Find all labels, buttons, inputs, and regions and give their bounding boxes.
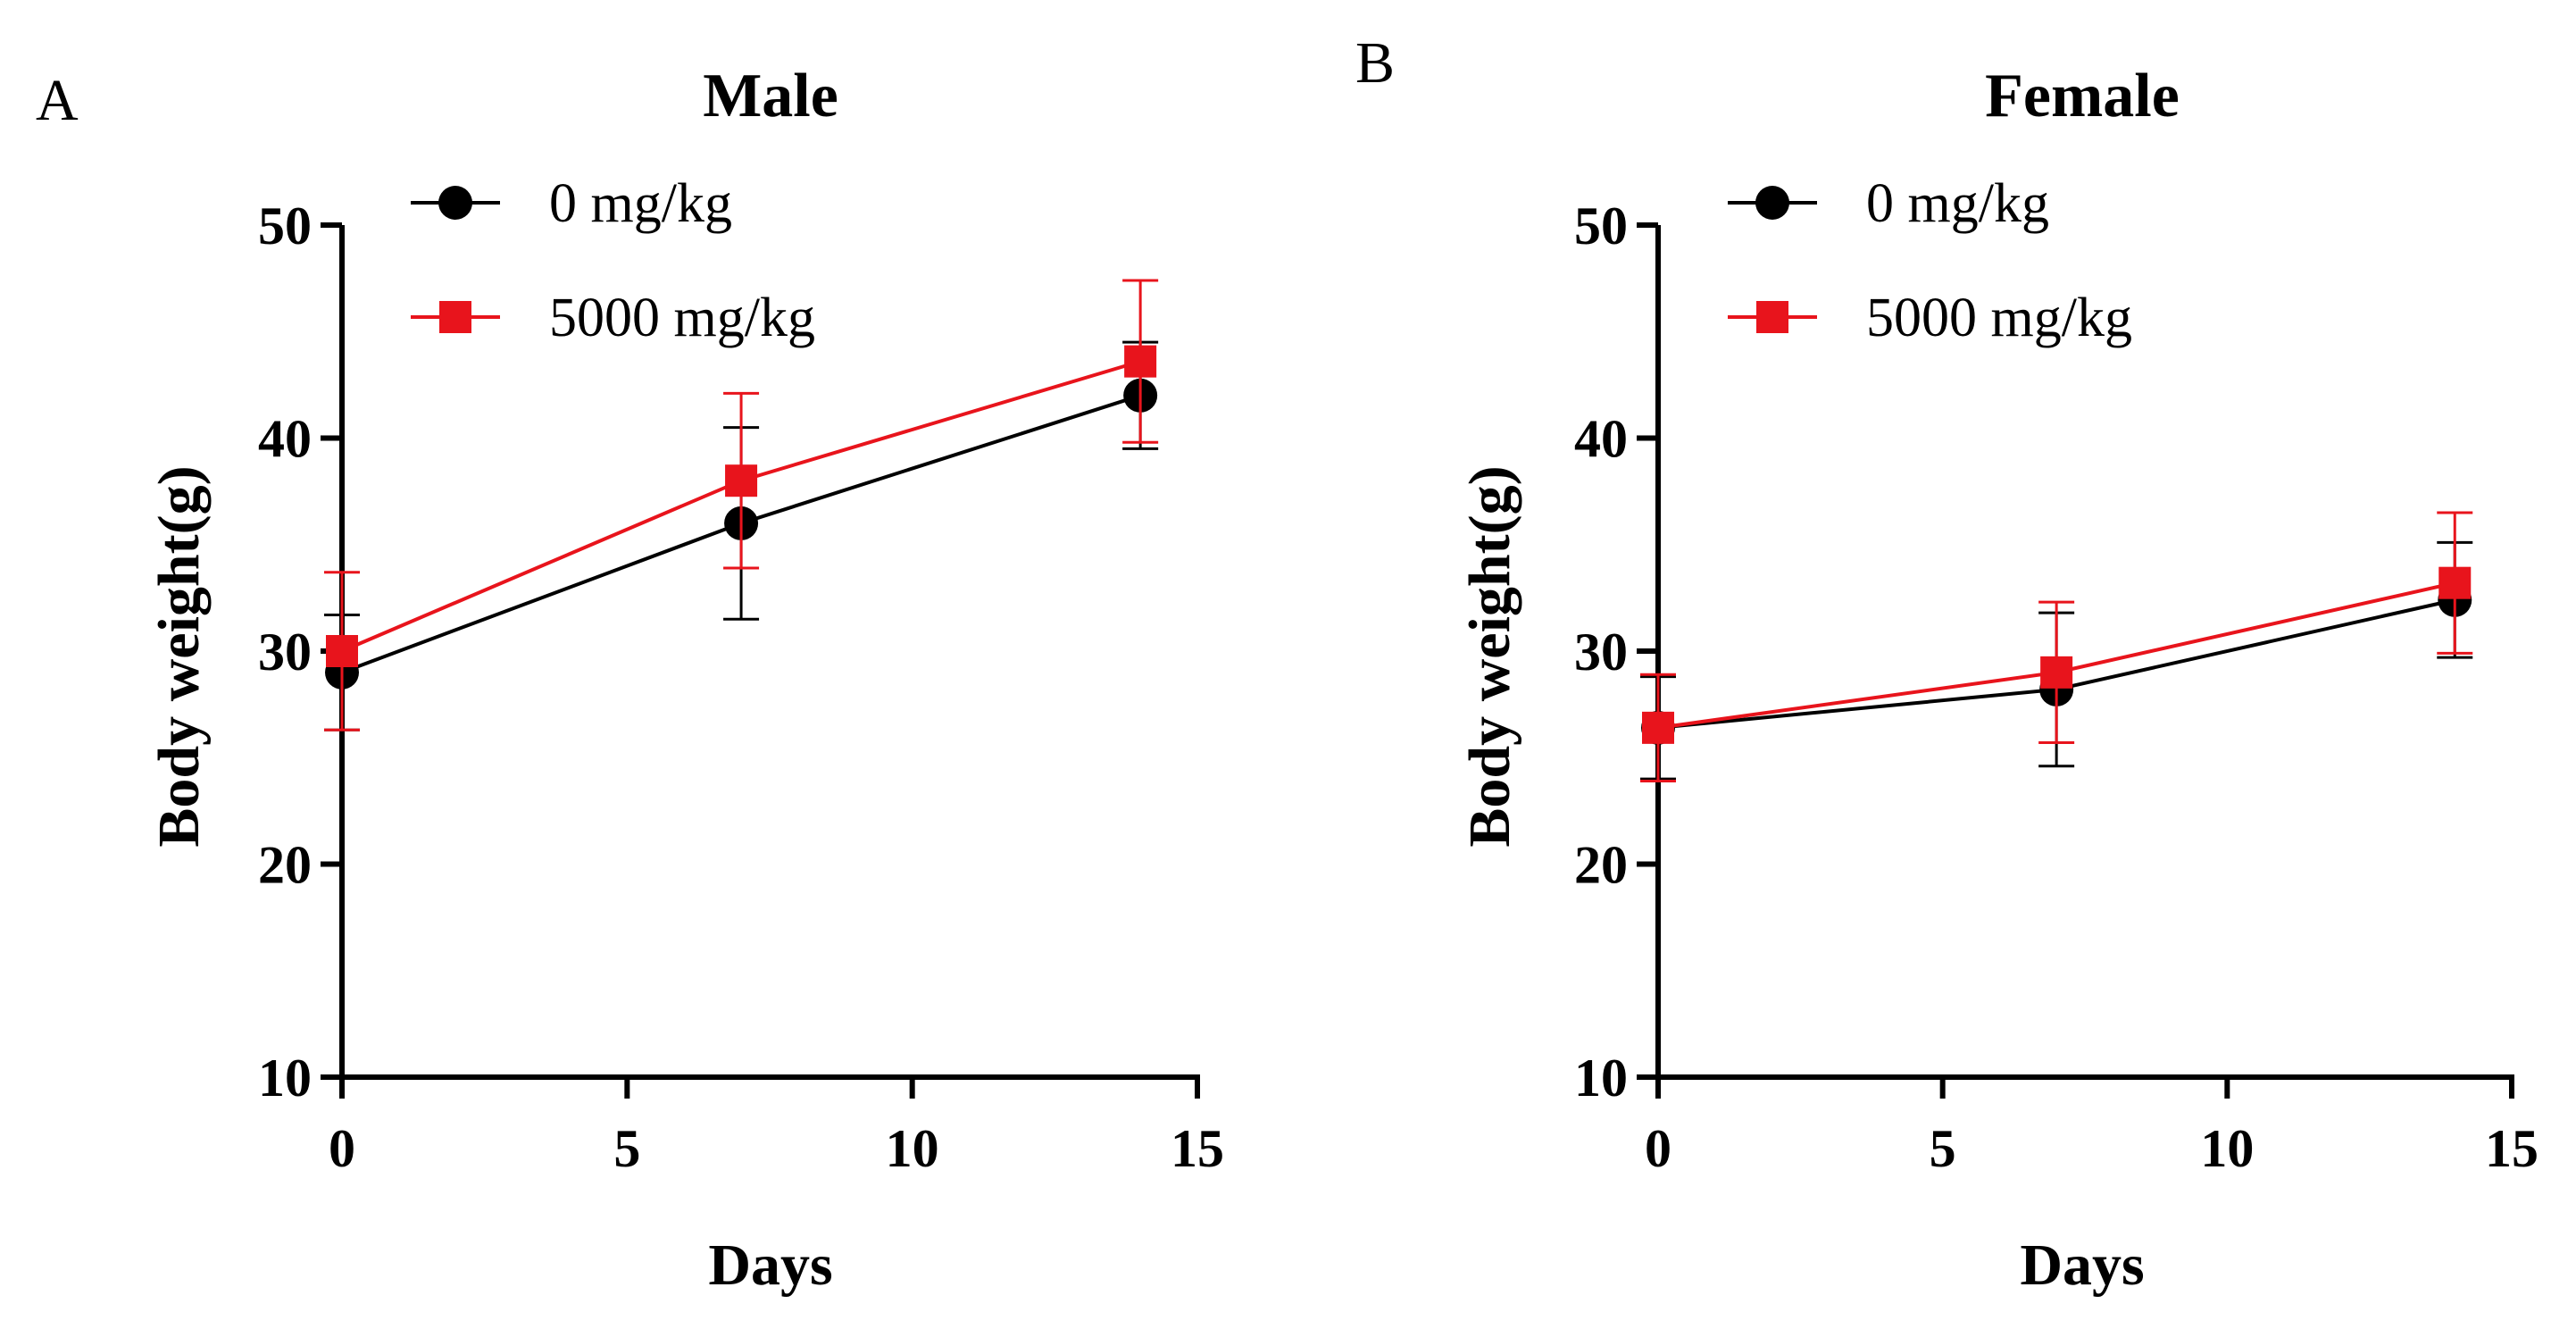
- x-tick-label: 10: [2200, 1119, 2254, 1178]
- y-tick-label: 30: [258, 623, 312, 681]
- x-tick-label: 0: [1645, 1119, 1671, 1178]
- data-point: [1124, 345, 1157, 378]
- data-point: [326, 635, 358, 667]
- plot-area: [1640, 511, 2473, 782]
- chart-title: Male: [703, 62, 838, 130]
- y-axis-label: Body weight(g): [146, 465, 212, 847]
- panel-letter: A: [36, 68, 79, 133]
- legend-marker: [1756, 301, 1788, 333]
- data-point: [2438, 566, 2472, 599]
- y-tick-label: 10: [1574, 1049, 1628, 1108]
- data-point: [2040, 656, 2073, 689]
- x-tick-label: 0: [329, 1119, 355, 1178]
- y-tick-label: 20: [258, 836, 312, 895]
- x-tick-label: 5: [613, 1119, 640, 1178]
- legend-marker: [438, 186, 472, 220]
- legend-label: 5000 mg/kg: [1866, 288, 2132, 348]
- y-axis-label: Body weight(g): [1457, 465, 1522, 847]
- legend-label: 5000 mg/kg: [549, 288, 815, 348]
- data-point: [725, 464, 758, 497]
- axes: 10 20 30 40 50 0 5 10 15: [1574, 196, 2538, 1178]
- y-tick-label: 50: [1574, 196, 1628, 255]
- y-tick-label: 50: [258, 196, 312, 255]
- legend-marker: [1755, 186, 1789, 220]
- y-tick-label: 40: [258, 410, 312, 469]
- legend-marker: [439, 301, 471, 333]
- y-tick-label: 20: [1574, 836, 1628, 895]
- x-tick-label: 10: [886, 1119, 939, 1178]
- panel-letter: B: [1355, 30, 1395, 96]
- legend-label: 0 mg/kg: [1866, 173, 2049, 234]
- legend-label: 0 mg/kg: [549, 173, 732, 234]
- y-tick-label: 10: [258, 1049, 312, 1108]
- x-axis-label: Days: [2020, 1233, 2144, 1298]
- legend: 0 mg/kg 5000 mg/kg: [411, 173, 815, 348]
- y-tick-label: 40: [1574, 410, 1628, 469]
- plot-area: [324, 279, 1159, 731]
- x-tick-label: 15: [2485, 1119, 2538, 1178]
- chart-title: Female: [1985, 62, 2180, 130]
- y-tick-label: 30: [1574, 623, 1628, 681]
- x-axis-label: Days: [708, 1233, 832, 1298]
- x-tick-label: 15: [1171, 1119, 1224, 1178]
- data-point: [1642, 711, 1674, 744]
- legend: 0 mg/kg 5000 mg/kg: [1728, 173, 2132, 348]
- x-tick-label: 5: [1930, 1119, 1956, 1178]
- panel-male: A Male 0 mg/kg 5000 mg/kg 10 20 30 40 50 0 5 10 1…: [36, 62, 1224, 1298]
